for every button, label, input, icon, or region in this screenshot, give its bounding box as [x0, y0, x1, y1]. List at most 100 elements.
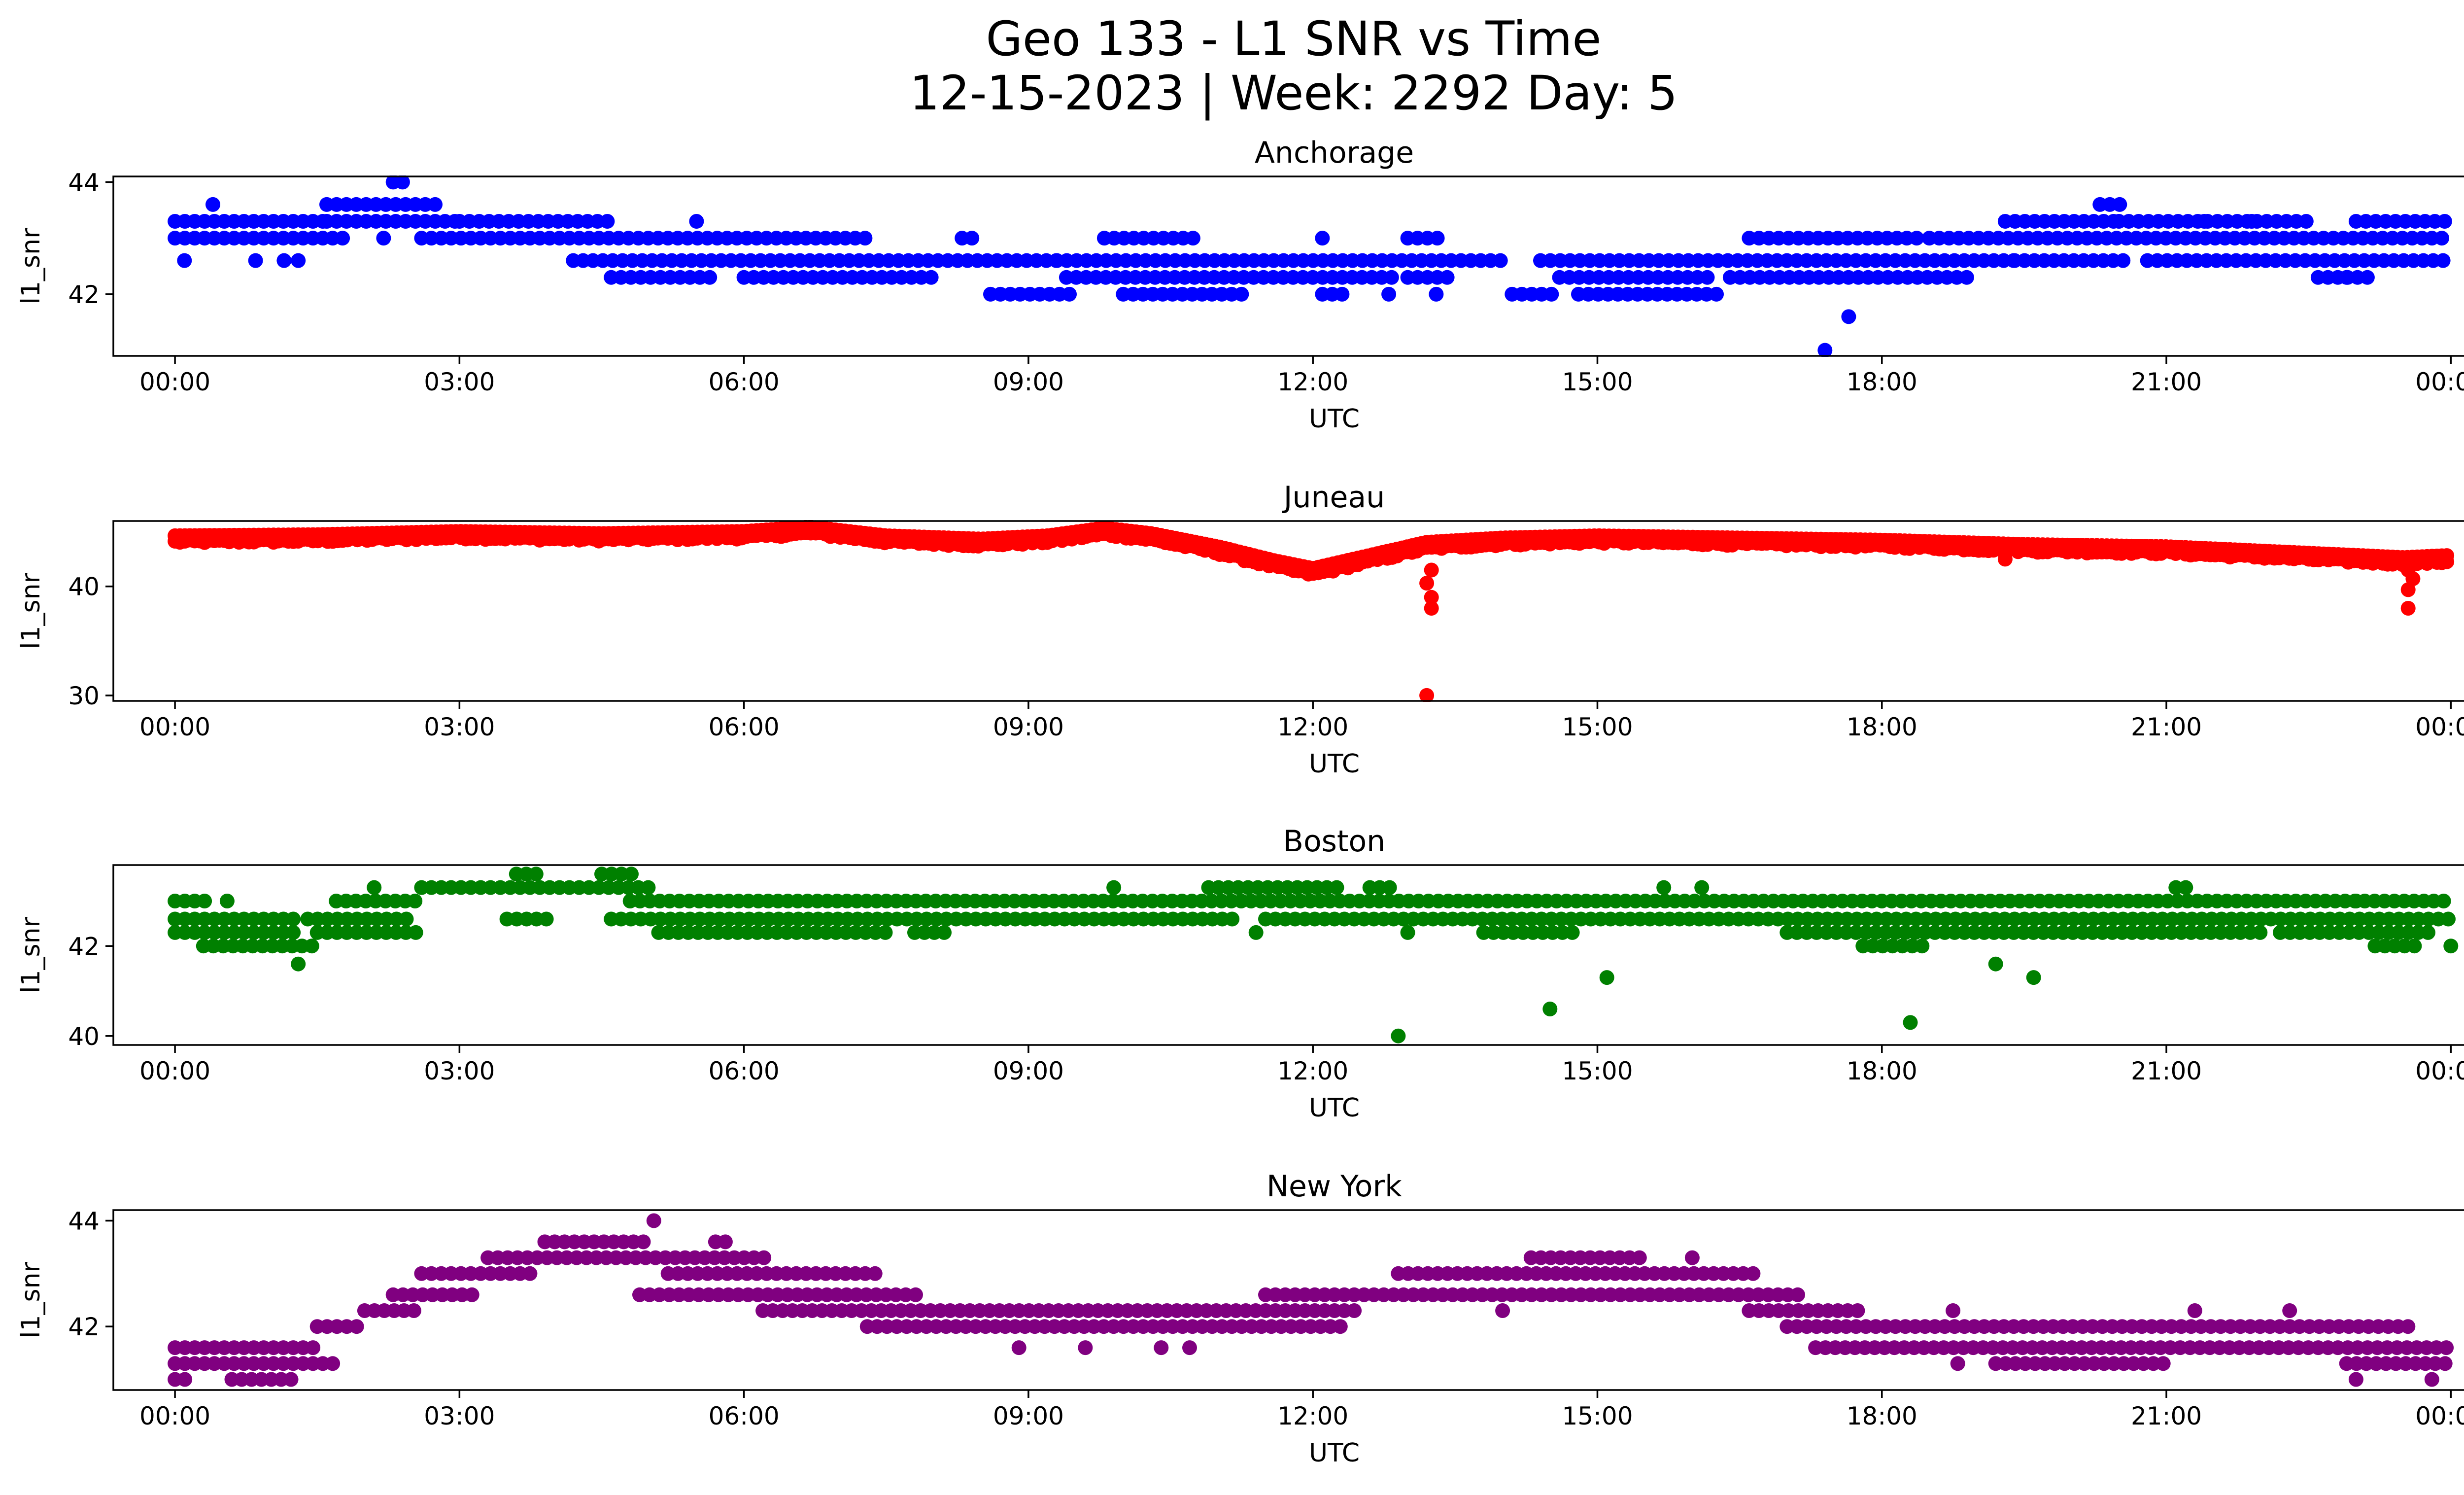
data-point — [304, 939, 319, 954]
data-point — [2116, 253, 2131, 268]
data-point — [408, 925, 423, 940]
y-axis-label: l1_snr — [16, 228, 46, 305]
data-point — [399, 911, 414, 927]
data-point — [1709, 286, 1724, 302]
data-point — [624, 867, 639, 882]
outlier-point — [1106, 880, 1122, 895]
outlier-point — [2400, 562, 2416, 578]
data-point — [937, 925, 952, 940]
data-point — [2421, 925, 2435, 940]
x-tick-label: 00:00 — [2415, 713, 2464, 741]
outlier-point — [2348, 1372, 2363, 1387]
data-point — [702, 270, 718, 285]
series-boston — [168, 867, 2459, 1043]
x-tick-label: 15:00 — [1562, 1057, 1633, 1085]
outlier-point — [1429, 286, 1444, 302]
x-tick-label: 03:00 — [424, 713, 495, 741]
y-axis-label: l1_snr — [16, 1261, 46, 1338]
data-point — [2441, 911, 2456, 927]
y-axis-label: l1_snr — [16, 916, 46, 993]
axes-frame — [112, 175, 2464, 357]
panel-anchorage: 00:00 03:00 06:00 09:00 12:00 15:00 18:00 21:00… — [16, 136, 2464, 434]
x-tick-label: 06:00 — [709, 1057, 780, 1085]
outlier-point — [291, 956, 306, 972]
data-point — [349, 1319, 364, 1334]
data-point — [528, 867, 544, 882]
figure-title-line2: 12-15-2023 | Week: 2292 Day: 5 — [910, 66, 1678, 121]
data-point — [1439, 270, 1455, 285]
x-tick-label: 00:00 — [139, 1402, 210, 1430]
data-point — [177, 1372, 193, 1387]
x-tick-label: 18:00 — [1847, 1402, 1917, 1430]
outlier-point — [2424, 1372, 2439, 1387]
data-point — [408, 894, 423, 908]
y-axis-label: l1_snr — [16, 572, 46, 649]
outlier-point — [1154, 1340, 1169, 1356]
data-point — [2437, 214, 2452, 229]
data-point — [1382, 880, 1397, 895]
panel-juneau: 00:00 03:00 06:00 09:00 12:00 15:00 18:00 21:00… — [16, 480, 2464, 779]
data-point — [2435, 253, 2451, 268]
outlier-point — [291, 253, 306, 268]
data-point — [1062, 286, 1077, 302]
x-tick-label: 06:00 — [709, 1402, 780, 1430]
data-point — [1850, 1303, 1865, 1318]
outlier-point — [376, 231, 391, 246]
data-point — [1430, 231, 1445, 246]
data-point — [2436, 894, 2451, 908]
y-tick-label: 42 — [68, 1313, 100, 1341]
x-tick-label: 06:00 — [709, 713, 780, 741]
x-tick-label: 18:00 — [1847, 368, 1917, 396]
x-tick-label: 21:00 — [2131, 713, 2202, 741]
data-point — [1347, 1303, 1362, 1318]
outlier-point — [1419, 576, 1435, 591]
outlier-point — [2339, 270, 2354, 285]
outlier-point — [1011, 1340, 1027, 1356]
x-tick-label: 09:00 — [993, 713, 1064, 741]
y-tick-label: 40 — [68, 1022, 100, 1051]
outlier-point — [646, 1213, 661, 1228]
outlier-point — [2400, 601, 2416, 616]
data-point — [1959, 270, 1974, 285]
data-point — [2434, 231, 2449, 246]
data-point — [1790, 1287, 1805, 1302]
y-tick-label: 44 — [68, 1207, 100, 1235]
data-point — [406, 1303, 421, 1318]
panel-title: Anchorage — [1255, 136, 1414, 170]
outlier-point — [1903, 1015, 1918, 1030]
x-tick-label: 18:00 — [1847, 713, 1917, 741]
x-tick-label: 09:00 — [993, 368, 1064, 396]
figure-title-line1: Geo 133 - L1 SNR vs Time — [986, 11, 1602, 67]
data-point — [283, 1372, 299, 1387]
x-tick-label: 09:00 — [993, 1057, 1064, 1085]
outlier-point — [1694, 880, 1710, 895]
outlier-point — [1424, 590, 1439, 605]
outlier-point — [248, 253, 263, 268]
outlier-point — [219, 894, 235, 908]
data-point — [1185, 231, 1200, 246]
panel-boston: 00:00 03:00 06:00 09:00 12:00 15:00 18:00 21:00… — [16, 824, 2464, 1123]
x-tick-label: 00:00 — [139, 713, 210, 741]
axes-frame — [112, 1209, 2464, 1391]
axes-frame — [112, 864, 2464, 1046]
data-point — [1565, 925, 1580, 940]
data-point — [1544, 286, 1559, 302]
outlier-point — [1542, 1002, 1558, 1016]
data-point — [964, 231, 980, 246]
outlier-point — [395, 175, 410, 190]
outlier-point — [1078, 1340, 1093, 1356]
data-point — [522, 1266, 538, 1281]
outlier-point — [1400, 925, 1415, 940]
data-point — [1909, 231, 1924, 246]
outlier-point — [1424, 562, 1439, 578]
data-point — [335, 231, 350, 246]
outlier-point — [1997, 552, 2013, 567]
x-tick-label: 15:00 — [1562, 1402, 1633, 1430]
data-point — [867, 1266, 883, 1281]
outlier-point — [2197, 214, 2212, 229]
x-tick-label: 00:00 — [2415, 368, 2464, 396]
x-tick-label: 21:00 — [2131, 368, 2202, 396]
x-tick-label: 12:00 — [1277, 1057, 1348, 1085]
outlier-point — [1950, 1356, 1965, 1371]
